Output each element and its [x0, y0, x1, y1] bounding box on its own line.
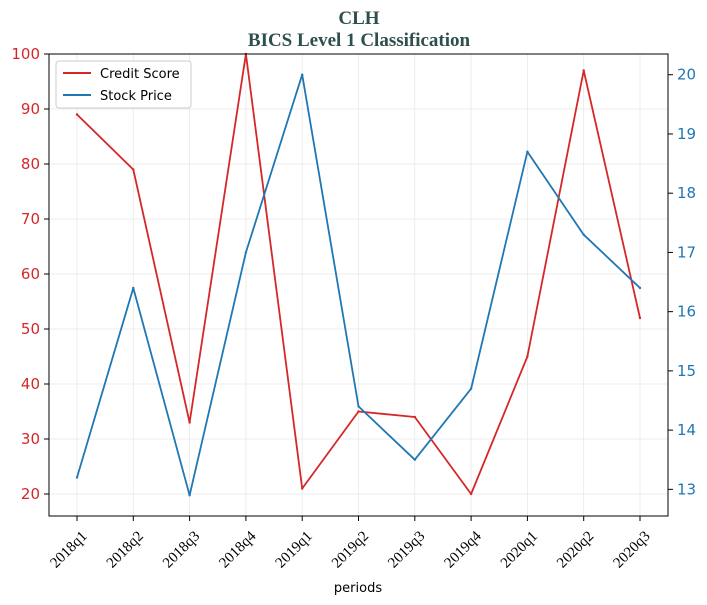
data-point-credit-score [469, 492, 473, 496]
data-point-stock-price [582, 233, 585, 236]
data-point-stock-price [413, 458, 416, 461]
x-tick-label: 2020q1 [498, 528, 541, 571]
right-tick-label: 16 [677, 303, 696, 321]
left-tick-label: 70 [21, 210, 40, 228]
grid [49, 53, 668, 516]
x-tick-label: 2018q1 [47, 528, 90, 571]
left-tick-label: 90 [21, 100, 40, 118]
right-tick-label: 15 [677, 362, 696, 380]
data-point-stock-price [75, 476, 79, 479]
data-point-credit-score [638, 316, 642, 320]
x-tick-label: 2020q2 [554, 528, 597, 571]
chart-title: CLH [338, 8, 379, 29]
right-tick-label: 14 [677, 421, 696, 439]
data-point-stock-price [526, 150, 529, 153]
data-point-credit-score [188, 421, 191, 424]
left-tick-label: 30 [21, 430, 40, 448]
data-point-stock-price [244, 251, 248, 254]
x-axis-label: periods [334, 581, 382, 596]
x-tick-label: 2018q4 [216, 528, 259, 571]
chart-subtitle: BICS Level 1 Classification [248, 30, 471, 51]
x-tick-label: 2019q3 [385, 528, 428, 571]
data-point-credit-score [75, 113, 79, 116]
right-tick-label: 19 [677, 125, 696, 143]
x-tick-label: 2019q2 [329, 528, 372, 571]
right-tick-label: 17 [677, 243, 696, 261]
data-point-credit-score [301, 487, 304, 490]
x-tick-label: 2018q3 [160, 528, 203, 571]
legend-label-credit-score: Credit Score [100, 67, 180, 82]
x-axis: 2018q1 2018q2 2018q3 2018q4 2019q1 2019q2 2019… [47, 516, 654, 571]
right-axis: 13 14 15 16 17 18 19 20 [668, 66, 696, 498]
left-tick-label: 40 [21, 375, 40, 393]
data-point-stock-price [638, 286, 642, 290]
data-point-credit-score [132, 168, 135, 171]
data-point-stock-price [469, 387, 473, 390]
data-point-stock-price [188, 494, 191, 497]
series-lines [75, 52, 642, 497]
left-tick-label: 100 [11, 45, 40, 63]
x-tick-label: 2020q3 [610, 528, 653, 571]
legend: Credit Score Stock Price [55, 60, 192, 109]
right-tick-label: 13 [677, 480, 696, 498]
left-tick-label: 20 [21, 485, 40, 503]
legend-label-stock-price: Stock Price [100, 89, 172, 104]
x-tick-label: 2019q1 [273, 528, 316, 571]
right-tick-label: 20 [677, 66, 696, 84]
right-tick-label: 18 [677, 184, 696, 202]
data-point-credit-score [582, 69, 585, 72]
data-point-stock-price [132, 286, 135, 290]
left-tick-label: 80 [21, 155, 40, 173]
data-point-credit-score [413, 415, 416, 419]
data-point-stock-price [301, 73, 304, 76]
data-point-stock-price [357, 405, 360, 408]
data-point-credit-score [357, 410, 360, 413]
left-axis: 20 30 40 50 60 70 80 90 100 [11, 45, 49, 503]
x-tick-label: 2019q4 [442, 528, 485, 571]
data-point-credit-score [526, 355, 529, 358]
left-tick-label: 50 [21, 320, 40, 338]
x-tick-label: 2018q2 [104, 528, 147, 571]
left-tick-label: 60 [21, 265, 40, 283]
